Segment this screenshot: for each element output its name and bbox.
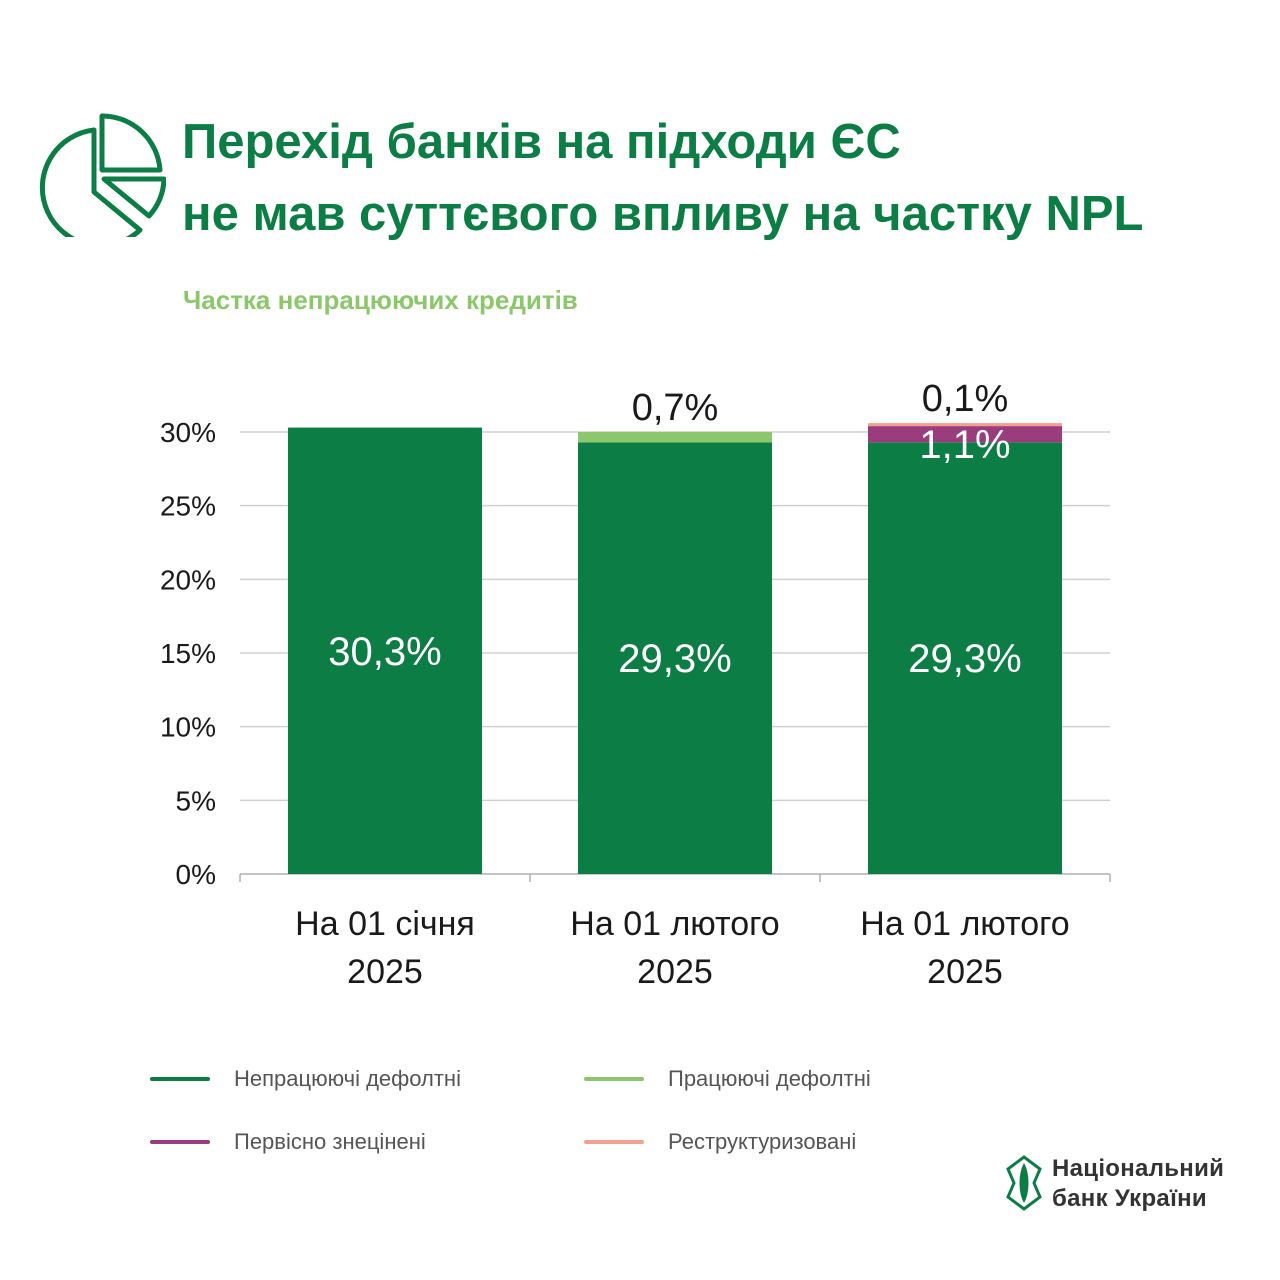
data-label: 0,1% [922, 378, 1009, 420]
bar-segment [868, 426, 1062, 443]
legend-item: Первісно знецінені [150, 1129, 426, 1155]
legend-swatch [150, 1077, 210, 1081]
legend-label: Непрацюючі дефолтні [234, 1066, 461, 1091]
data-label: 30,3% [328, 630, 441, 674]
data-label: 0,7% [632, 387, 719, 429]
legend-label: Працюючі дефолтні [668, 1066, 871, 1091]
x-category-label: На 01 січня [295, 905, 475, 943]
y-tick-label: 30% [160, 417, 216, 448]
legend-item: Непрацюючі дефолтні [150, 1066, 461, 1092]
x-category-label: 2025 [637, 953, 713, 991]
data-label: 29,3% [618, 637, 731, 681]
x-category-label: 2025 [347, 953, 423, 991]
x-category-label: 2025 [927, 953, 1003, 991]
org-name-line-1: Національний [1052, 1155, 1225, 1182]
x-category-label: На 01 лютого [860, 905, 1069, 943]
y-tick-label: 5% [176, 785, 216, 816]
legend-label: Первісно знецінені [234, 1129, 426, 1154]
y-tick-label: 15% [160, 638, 216, 669]
legend-item: Реструктуризовані [584, 1129, 856, 1155]
org-name-line-2: банк України [1052, 1185, 1207, 1212]
y-tick-label: 25% [160, 491, 216, 522]
legend-swatch [584, 1077, 644, 1081]
chart-subtitle: Частка непрацюючих кредитів [183, 285, 578, 315]
y-tick-label: 20% [160, 564, 216, 595]
legend-item: Працюючі дефолтні [584, 1066, 871, 1092]
data-label: 1,1% [919, 423, 1010, 467]
bar-segment [868, 442, 1062, 874]
bar-segment [868, 423, 1062, 427]
stacked-bar-chart: 0% 5% 10% 15% 20% 25% 30% 30,3% На 01 січня 2025 2… [160, 378, 1111, 991]
data-label: 29,3% [908, 637, 1021, 681]
legend-label: Реструктуризовані [668, 1129, 857, 1154]
bar-segment [288, 427, 482, 874]
bar-segment [578, 442, 772, 874]
bar-segment [578, 432, 772, 443]
y-tick-label: 0% [176, 859, 216, 890]
pie-chart-icon [39, 113, 166, 237]
page-title-line-1: Перехід банків на підходи ЄС [182, 115, 901, 169]
legend-swatch [584, 1140, 644, 1144]
y-tick-label: 10% [160, 712, 216, 743]
page-title-line-2: не мав суттєвого впливу на частку NPL [182, 187, 1144, 241]
legend-swatch [150, 1140, 210, 1144]
x-category-label: На 01 лютого [570, 905, 779, 943]
nbu-logo-icon [1006, 1155, 1042, 1211]
